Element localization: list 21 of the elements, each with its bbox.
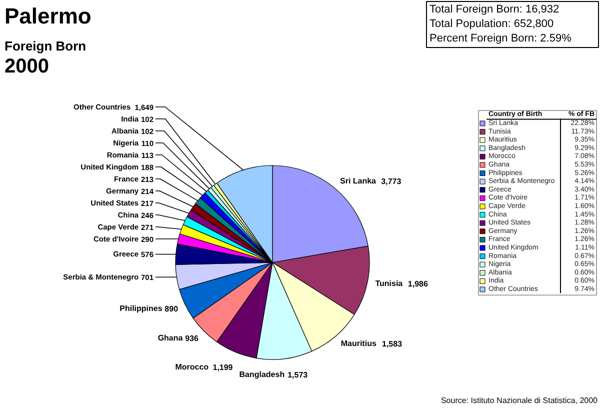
text: Percent Foreign Born: 2.59%: [430, 32, 572, 44]
slice-label: Philippines: [120, 304, 163, 314]
slice-label: Ghana: [158, 333, 184, 342]
slice-label: Mauritius: [340, 338, 377, 348]
slice-label: Sri Lanka: [340, 176, 377, 186]
text: Total Foreign Born: 16,932: [430, 4, 560, 16]
slice-label: Morocco: [175, 362, 209, 372]
data-label: 1,199: [212, 363, 234, 372]
slice-label: Bangladesh: [239, 370, 285, 379]
chart-title: Palermo: [4, 4, 92, 28]
chart-subtitle: Foreign Born: [4, 38, 86, 54]
data-label: 1,986: [408, 279, 428, 288]
text: Total Population: 652,800: [430, 18, 554, 30]
slice-label: Tunisia: [375, 278, 404, 288]
data-label: 1,583: [382, 339, 403, 348]
data-label: 936: [185, 334, 199, 343]
data-label: 890: [164, 304, 179, 314]
text: 2000: [4, 56, 49, 78]
data-label: 3,773: [381, 176, 402, 186]
source-note: Source: Istituto Nazionale di Statistica, 2000: [440, 396, 598, 405]
data-label: 1,573: [288, 370, 308, 380]
